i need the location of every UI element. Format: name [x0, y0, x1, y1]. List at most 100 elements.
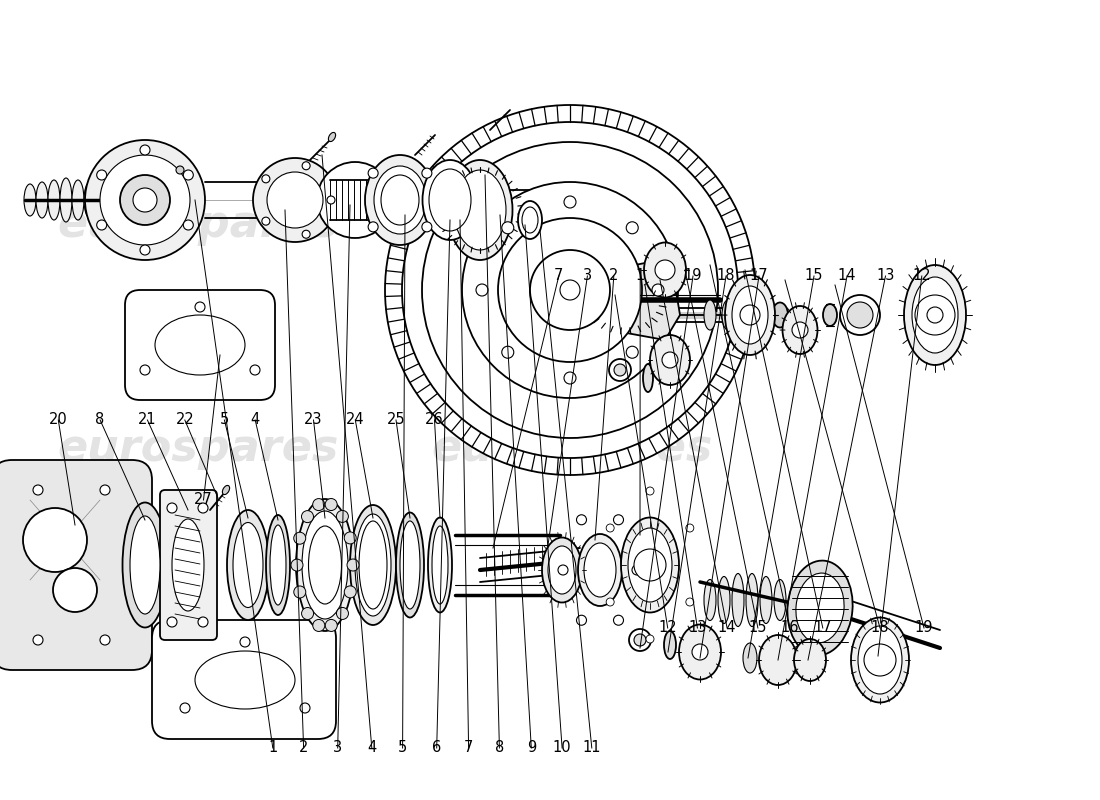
Circle shape: [33, 485, 43, 495]
Circle shape: [560, 280, 580, 300]
Circle shape: [576, 615, 586, 626]
Ellipse shape: [84, 182, 96, 218]
Text: 27: 27: [194, 493, 213, 507]
Circle shape: [302, 230, 310, 238]
Text: 12: 12: [659, 621, 676, 635]
Circle shape: [301, 510, 314, 522]
Ellipse shape: [609, 359, 631, 381]
Circle shape: [53, 568, 97, 612]
Ellipse shape: [130, 516, 159, 614]
Text: 22: 22: [175, 413, 195, 427]
Ellipse shape: [772, 302, 788, 327]
Circle shape: [646, 635, 654, 643]
Ellipse shape: [718, 577, 730, 623]
Text: 14: 14: [838, 269, 856, 283]
Ellipse shape: [732, 286, 768, 344]
Circle shape: [614, 615, 624, 626]
Circle shape: [632, 565, 642, 575]
Text: 3: 3: [333, 741, 342, 755]
Circle shape: [422, 142, 718, 438]
Text: 8: 8: [495, 741, 504, 755]
Ellipse shape: [432, 526, 448, 604]
Circle shape: [267, 172, 323, 228]
Circle shape: [133, 188, 157, 212]
Circle shape: [301, 607, 314, 619]
Circle shape: [422, 168, 432, 178]
Circle shape: [685, 598, 694, 606]
Ellipse shape: [782, 306, 817, 354]
Circle shape: [344, 586, 356, 598]
Text: 1: 1: [268, 741, 277, 755]
Circle shape: [652, 284, 664, 296]
Text: 5: 5: [220, 413, 229, 427]
Circle shape: [198, 503, 208, 513]
Ellipse shape: [584, 543, 616, 597]
Ellipse shape: [742, 643, 757, 673]
Text: 8: 8: [96, 413, 104, 427]
Ellipse shape: [621, 518, 679, 613]
Ellipse shape: [578, 534, 621, 606]
Circle shape: [184, 170, 194, 180]
Circle shape: [915, 295, 955, 335]
Ellipse shape: [634, 634, 646, 646]
Circle shape: [294, 586, 306, 598]
Circle shape: [422, 222, 432, 232]
Ellipse shape: [650, 335, 690, 385]
Text: 19: 19: [915, 621, 933, 635]
Ellipse shape: [329, 133, 336, 142]
Circle shape: [326, 619, 338, 631]
Circle shape: [606, 524, 614, 532]
Circle shape: [317, 162, 393, 238]
Circle shape: [100, 155, 190, 245]
Circle shape: [240, 637, 250, 647]
Circle shape: [302, 162, 310, 170]
Ellipse shape: [796, 573, 844, 643]
FancyBboxPatch shape: [0, 460, 152, 670]
Circle shape: [337, 607, 349, 619]
Ellipse shape: [788, 561, 853, 655]
Ellipse shape: [759, 635, 797, 685]
Ellipse shape: [270, 525, 286, 605]
Circle shape: [167, 503, 177, 513]
Circle shape: [614, 514, 624, 525]
Ellipse shape: [454, 170, 506, 250]
Ellipse shape: [227, 510, 270, 620]
Text: 19: 19: [684, 269, 702, 283]
Text: 14: 14: [718, 621, 736, 635]
FancyBboxPatch shape: [152, 620, 336, 739]
Circle shape: [864, 644, 896, 676]
Ellipse shape: [222, 486, 230, 494]
Circle shape: [685, 524, 694, 532]
Ellipse shape: [72, 180, 84, 220]
Circle shape: [564, 196, 576, 208]
Circle shape: [327, 196, 336, 204]
Ellipse shape: [614, 364, 626, 376]
Text: 18: 18: [871, 621, 889, 635]
Circle shape: [606, 598, 614, 606]
Ellipse shape: [704, 300, 716, 330]
Text: 18: 18: [717, 269, 735, 283]
Ellipse shape: [912, 277, 958, 353]
Text: 26: 26: [426, 413, 443, 427]
Text: 16: 16: [781, 621, 799, 635]
Ellipse shape: [374, 166, 426, 234]
Ellipse shape: [760, 577, 772, 623]
Text: 10: 10: [553, 741, 571, 755]
Circle shape: [626, 346, 638, 358]
Ellipse shape: [381, 175, 419, 225]
Ellipse shape: [36, 182, 48, 218]
Ellipse shape: [24, 184, 36, 216]
Text: 24: 24: [346, 413, 364, 427]
Ellipse shape: [396, 513, 424, 618]
Ellipse shape: [629, 629, 651, 651]
Text: eurospares: eurospares: [431, 426, 713, 470]
Text: 6: 6: [432, 741, 441, 755]
Circle shape: [184, 220, 194, 230]
Text: 1: 1: [636, 269, 645, 283]
Text: 3: 3: [583, 269, 592, 283]
Ellipse shape: [122, 502, 167, 627]
Ellipse shape: [628, 528, 672, 602]
Text: 12: 12: [913, 269, 931, 283]
Circle shape: [140, 245, 150, 255]
Ellipse shape: [96, 184, 108, 216]
